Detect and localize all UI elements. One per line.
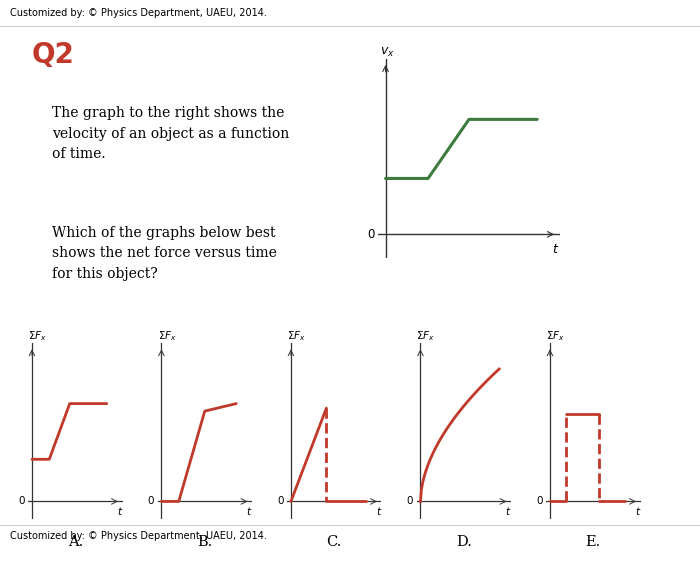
Text: $v_x$: $v_x$ bbox=[379, 46, 394, 59]
Text: E.: E. bbox=[586, 535, 601, 549]
Text: $t$: $t$ bbox=[635, 505, 641, 517]
Text: Which of the graphs below best
shows the net force versus time
for this object?: Which of the graphs below best shows the… bbox=[52, 226, 277, 281]
Text: The graph to the right shows the
velocity of an object as a function
of time.: The graph to the right shows the velocit… bbox=[52, 106, 290, 161]
Text: $\Sigma F_x$: $\Sigma F_x$ bbox=[546, 329, 565, 343]
Text: B.: B. bbox=[197, 535, 212, 549]
Text: 0: 0 bbox=[407, 497, 413, 507]
Text: 0: 0 bbox=[148, 497, 154, 507]
Text: $\Sigma F_x$: $\Sigma F_x$ bbox=[416, 329, 435, 343]
Text: D.: D. bbox=[456, 535, 472, 549]
Text: 0: 0 bbox=[368, 228, 375, 241]
Text: 0: 0 bbox=[536, 497, 543, 507]
Text: 0: 0 bbox=[277, 497, 284, 507]
Text: $t$: $t$ bbox=[117, 505, 123, 517]
Text: $t$: $t$ bbox=[246, 505, 253, 517]
Text: $\Sigma F_x$: $\Sigma F_x$ bbox=[28, 329, 47, 343]
Text: $t$: $t$ bbox=[505, 505, 512, 517]
Text: Q2: Q2 bbox=[32, 41, 74, 69]
Text: $\Sigma F_x$: $\Sigma F_x$ bbox=[287, 329, 306, 343]
Text: A.: A. bbox=[68, 535, 83, 549]
Text: C.: C. bbox=[327, 535, 342, 549]
Text: $t$: $t$ bbox=[552, 244, 559, 257]
Text: $\Sigma F_x$: $\Sigma F_x$ bbox=[158, 329, 176, 343]
Text: Customized by: © Physics Department, UAEU, 2014.: Customized by: © Physics Department, UAE… bbox=[10, 8, 267, 18]
Text: Customized by: © Physics Department, UAEU, 2014.: Customized by: © Physics Department, UAE… bbox=[10, 531, 267, 541]
Text: 0: 0 bbox=[18, 497, 25, 507]
Text: $t$: $t$ bbox=[376, 505, 382, 517]
